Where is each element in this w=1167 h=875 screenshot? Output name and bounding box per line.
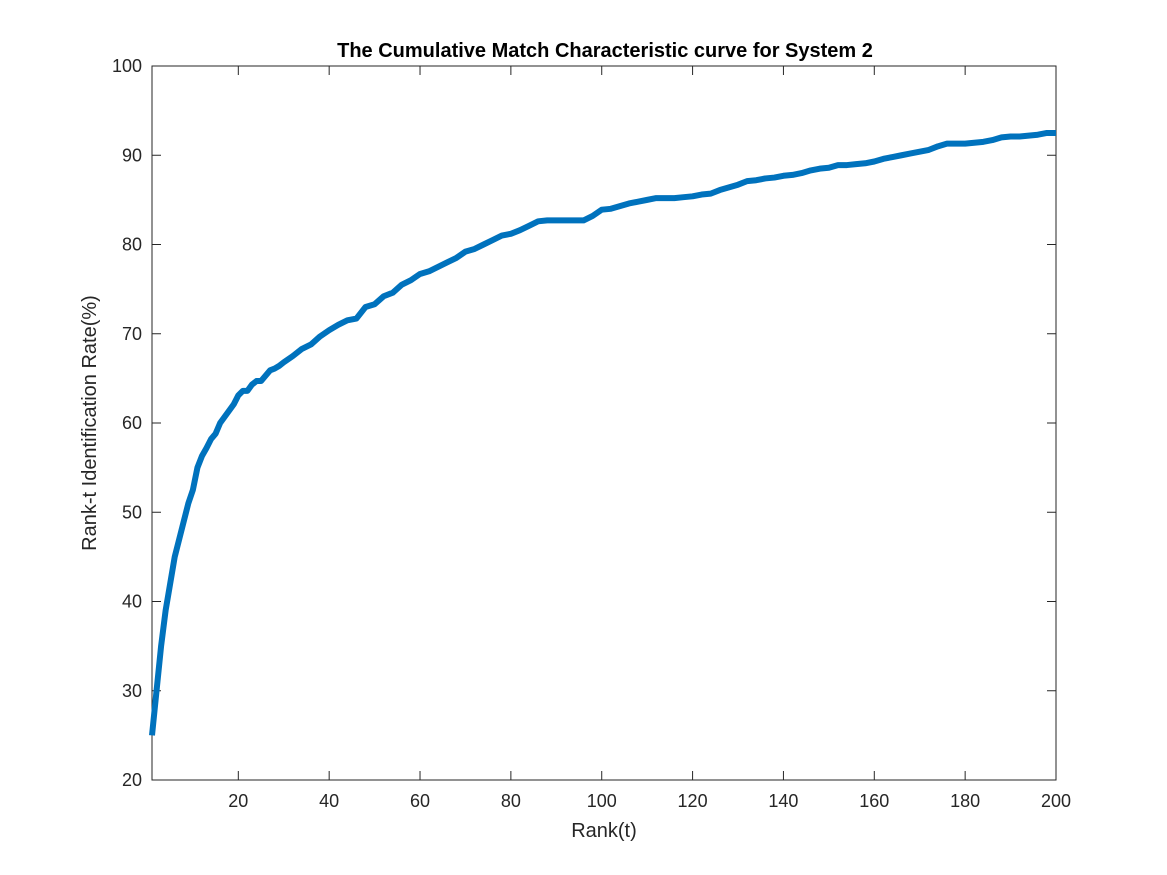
x-tick-label: 140	[768, 791, 798, 811]
x-tick-label: 160	[859, 791, 889, 811]
y-axis-label: Rank-t Identification Rate(%)	[79, 295, 101, 551]
y-tick-label: 40	[122, 592, 142, 612]
y-tick-label: 100	[112, 56, 142, 76]
x-tick-label: 100	[587, 791, 617, 811]
x-tick-label: 120	[678, 791, 708, 811]
y-tick-label: 90	[122, 145, 142, 165]
y-tick-label: 50	[122, 502, 142, 522]
x-tick-label: 60	[410, 791, 430, 811]
tick-labels: 20 40 60 80 100 120 140 160 180 200 20 30 40 50 60 70 80…	[112, 56, 1071, 811]
y-tick-label: 70	[122, 324, 142, 344]
x-tick-label: 80	[501, 791, 521, 811]
y-tick-label: 30	[122, 681, 142, 701]
x-tick-label: 200	[1041, 791, 1071, 811]
x-tick-label: 40	[319, 791, 339, 811]
y-tick-label: 80	[122, 235, 142, 255]
chart-title: The Cumulative Match Characteristic curv…	[337, 40, 873, 62]
x-tick-label: 20	[228, 791, 248, 811]
x-tick-label: 180	[950, 791, 980, 811]
series-line	[149, 129, 1056, 736]
y-tick-label: 60	[122, 413, 142, 433]
y-tick-label: 20	[122, 770, 142, 790]
x-axis-label: Rank(t)	[571, 820, 637, 842]
plot-area	[151, 65, 1057, 781]
